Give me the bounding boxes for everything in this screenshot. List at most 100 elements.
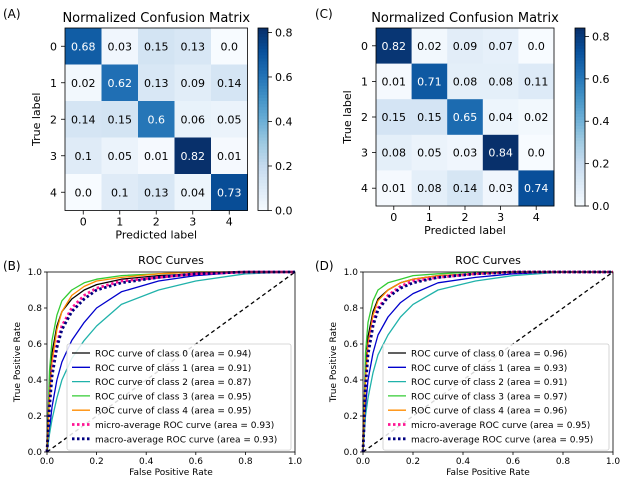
- colorbar-segment: [258, 137, 268, 142]
- x-tick-label: 0.8: [556, 457, 571, 467]
- colorbar-segment: [258, 155, 268, 160]
- colorbar-tick-label: 0.4: [592, 115, 610, 128]
- cell-value-label: 0.14: [217, 77, 242, 90]
- colorbar-segment: [575, 173, 585, 177]
- colorbar-segment: [575, 84, 585, 88]
- colorbar-segment: [258, 73, 268, 78]
- cell-value-label: 0.06: [181, 113, 206, 126]
- legend-box: [382, 343, 610, 451]
- heatmap-cell: [211, 174, 248, 211]
- series-line: [46, 271, 296, 453]
- cell-value-label: 0.15: [144, 40, 169, 53]
- colorbar-segment: [575, 176, 585, 180]
- x-tick-label: 0.2: [89, 457, 103, 467]
- x-tick-label: 0: [80, 216, 87, 229]
- colorbar-segment: [575, 122, 585, 127]
- y-tick-label: 0.2: [344, 412, 358, 422]
- panel-label: (D): [315, 259, 334, 273]
- x-tick-label: 3: [497, 211, 504, 224]
- colorbar-tick-label: 0.0: [275, 205, 293, 218]
- colorbar-segment: [575, 128, 585, 133]
- colorbar-segment: [575, 161, 585, 166]
- colorbar-segment: [258, 189, 268, 193]
- x-tick-label: 3: [189, 216, 196, 229]
- cell-value-label: 0.73: [217, 186, 242, 199]
- heatmap-cell: [101, 28, 139, 65]
- cell-value-label: 0.82: [181, 150, 206, 163]
- cell-value-label: 0.05: [217, 113, 242, 126]
- chart-title: Normalized Confusion Matrix: [371, 11, 559, 26]
- heatmap-cell: [211, 137, 248, 175]
- cell-value-label: 0.15: [417, 111, 442, 124]
- colorbar-segment: [258, 97, 268, 102]
- heatmap-cell: [65, 64, 102, 102]
- heatmap-cell: [101, 64, 139, 102]
- cell-value-label: 0.08: [453, 75, 478, 88]
- colorbar-tick-label: 0.4: [275, 115, 293, 128]
- heatmap-cell: [65, 174, 102, 211]
- x-axis-label: Predicted label: [115, 229, 197, 242]
- heatmap-cell: [174, 64, 212, 102]
- colorbar-segment: [258, 88, 268, 93]
- cell-value-label: 0.71: [417, 75, 442, 88]
- cell-value-label: 0.15: [108, 113, 133, 126]
- heatmap-cell: [447, 134, 484, 171]
- colorbar-segment: [258, 207, 268, 212]
- heatmap-cell: [65, 101, 102, 138]
- colorbar-segment: [575, 200, 585, 204]
- colorbar-segment: [258, 94, 268, 99]
- y-tick-label: 0.8: [344, 304, 359, 314]
- cell-value-label: 0.15: [382, 111, 407, 124]
- colorbar-segment: [575, 149, 585, 154]
- colorbar-segment: [575, 93, 585, 97]
- heatmap-cell: [518, 28, 555, 64]
- colorbar-segment: [258, 91, 268, 96]
- colorbar-segment: [575, 90, 585, 94]
- x-tick-label: 0.8: [238, 457, 253, 467]
- y-tick-label: 1.0: [344, 268, 359, 278]
- legend-label: ROC curve of class 4 (area = 0.95): [95, 407, 251, 417]
- cell-value-label: 0.82: [382, 40, 407, 53]
- colorbar-segment: [575, 140, 585, 145]
- panel-label: (C): [315, 7, 333, 21]
- colorbar-segment: [258, 204, 268, 209]
- cell-value-label: 0.08: [382, 147, 407, 160]
- colorbar-segment: [575, 119, 585, 124]
- colorbar-segment: [575, 179, 585, 183]
- cell-value-label: 0.84: [488, 147, 513, 160]
- colorbar-segment: [575, 182, 585, 186]
- colorbar-segment: [575, 75, 585, 80]
- colorbar-segment: [258, 131, 268, 136]
- colorbar-segment: [575, 48, 585, 53]
- heatmap-cell: [174, 101, 212, 138]
- heatmap-cell: [174, 137, 212, 175]
- heatmap-cell: [518, 170, 555, 207]
- colorbar-segment: [575, 185, 585, 189]
- colorbar-tick-label: 0.6: [275, 71, 293, 84]
- panel-label: (A): [3, 7, 21, 21]
- cell-value-label: 0.1: [75, 150, 93, 163]
- colorbar-segment: [258, 201, 268, 206]
- y-tick-label: 3: [50, 150, 57, 163]
- colorbar-segment: [575, 197, 585, 201]
- colorbar-segment: [258, 195, 268, 199]
- colorbar-segment: [258, 198, 268, 202]
- cell-value-label: 0.65: [453, 111, 478, 124]
- roc-chart-1: (D) ROC Curves 0.0 0.2 0.4 0.6 0.8 1.0 0.0 0.2 0.4…: [315, 254, 620, 478]
- cell-value-label: 0.11: [524, 75, 549, 88]
- colorbar-segment: [575, 108, 585, 112]
- colorbar-segment: [575, 125, 585, 130]
- heatmap-cell: [447, 28, 484, 64]
- legend-label: micro-average ROC curve (area = 0.93): [95, 421, 274, 431]
- colorbar-segment: [575, 30, 585, 35]
- y-tick-label: 0.0: [28, 448, 43, 458]
- colorbar-segment: [575, 191, 585, 195]
- colorbar-segment: [258, 164, 268, 169]
- colorbar-tick-label: 0.2: [592, 158, 610, 171]
- colorbar-segment: [575, 131, 585, 136]
- colorbar-segment: [258, 107, 268, 111]
- x-tick-label: 1: [426, 211, 433, 224]
- cell-value-label: 0.03: [108, 40, 133, 53]
- colorbar-segment: [575, 146, 585, 151]
- colorbar-segment: [575, 105, 585, 109]
